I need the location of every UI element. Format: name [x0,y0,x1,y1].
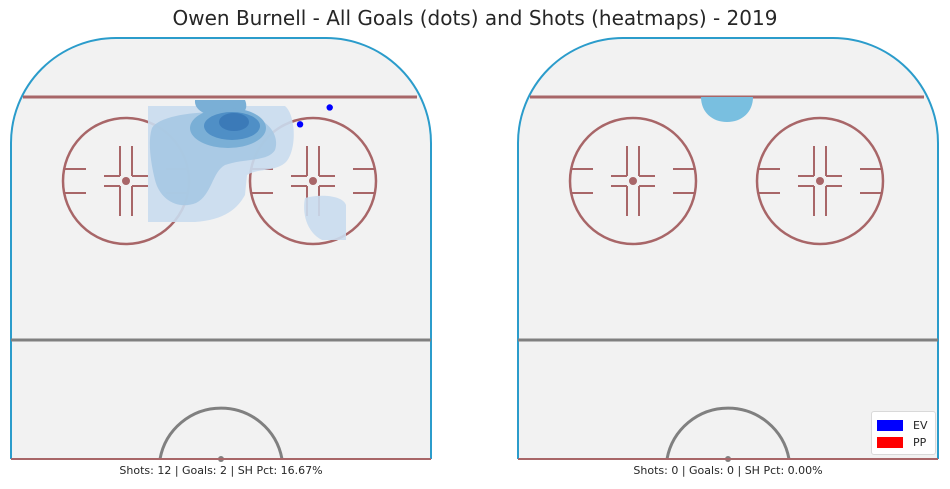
left-goal-point [296,121,304,128]
legend-swatch-pp [877,436,903,448]
left-left-faceoff-dot [122,177,130,185]
left-rink [10,37,432,462]
right-panel-caption: Shots: 0 | Goals: 0 | SH Pct: 0.00% [633,464,823,477]
left-shot-heatmap [148,100,346,240]
right-center-circle [665,406,791,460]
left-right-faceoff-dot [309,177,317,185]
heatmap-level-1 [304,195,346,240]
right-left-faceoff-dot [629,177,637,185]
left-panel-caption: Shots: 12 | Goals: 2 | SH Pct: 16.67% [119,464,323,477]
left-center-circle [158,406,284,460]
left-boards [10,37,432,459]
right-rink [517,37,939,462]
chart-title: Owen Burnell - All Goals (dots) and Shot… [172,6,778,30]
legend-label-pp: PP [913,435,927,449]
legend-swatch-ev [877,419,903,431]
legend-label-ev: EV [913,418,928,432]
legend: EV PP [871,411,936,455]
left-right-faceoff-circle [248,116,378,246]
left-goal-point [326,104,333,111]
right-right-faceoff-dot [816,177,824,185]
legend-item-pp: PP [877,435,926,449]
right-boards [517,37,939,459]
legend-item-ev: EV [877,418,927,432]
right-heatmap-level-1 [701,97,753,122]
right-left-faceoff-circle [568,116,698,246]
heatmap-level-5 [219,113,249,131]
right-right-faceoff-circle [755,116,885,246]
